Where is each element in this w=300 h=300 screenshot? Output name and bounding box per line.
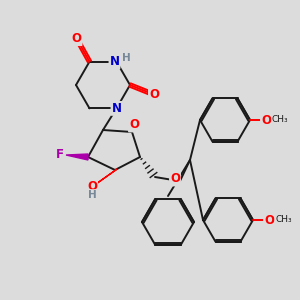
Text: O: O (264, 214, 274, 226)
Text: O: O (129, 118, 139, 131)
Text: O: O (149, 88, 159, 100)
Text: N: N (112, 102, 122, 115)
Text: O: O (71, 32, 82, 45)
Text: CH₃: CH₃ (275, 215, 292, 224)
Polygon shape (66, 154, 88, 160)
Text: N: N (110, 55, 119, 68)
Text: O: O (87, 181, 97, 194)
Text: CH₃: CH₃ (272, 116, 289, 124)
Text: O: O (170, 172, 180, 185)
Text: H: H (122, 52, 131, 63)
Text: H: H (88, 190, 96, 200)
Text: F: F (56, 148, 64, 161)
Text: O: O (261, 113, 271, 127)
Polygon shape (96, 169, 117, 184)
